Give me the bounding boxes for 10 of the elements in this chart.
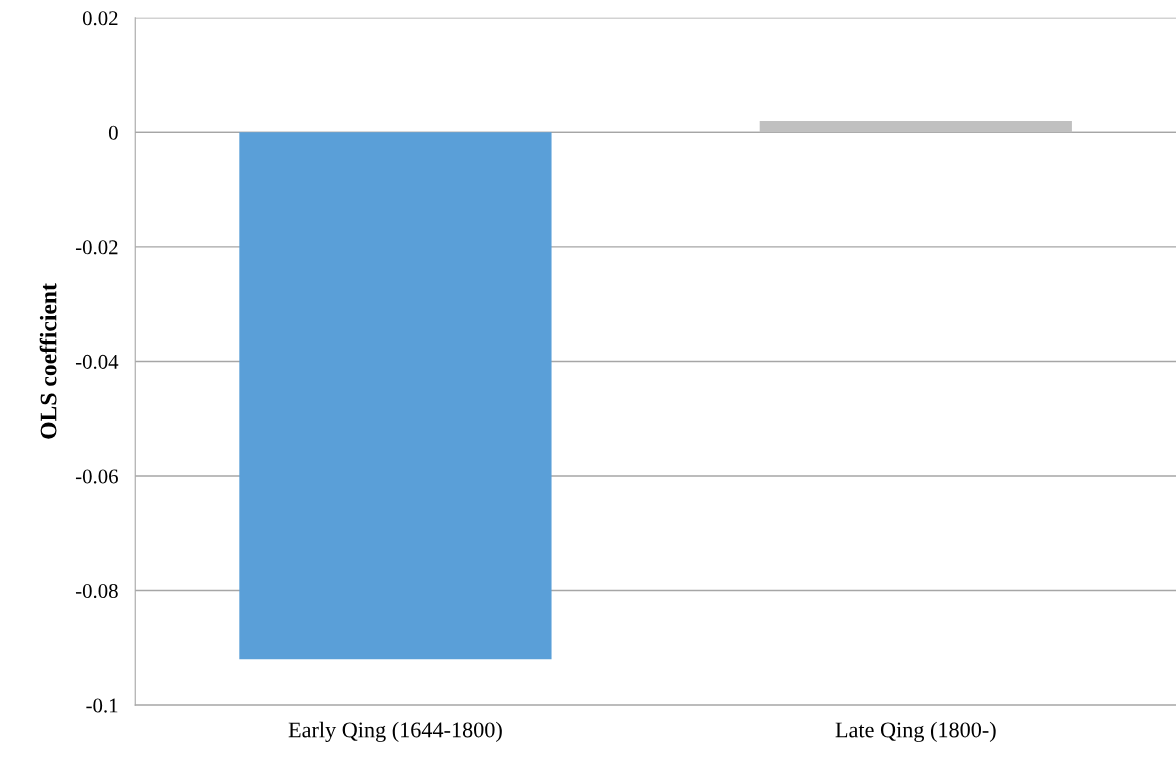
y-tick-label: -0.04 — [75, 354, 119, 369]
y-tick-label: -0.1 — [86, 698, 118, 713]
y-tick-label: 0.02 — [82, 11, 118, 26]
y-axis-title: OLS coefficient — [39, 283, 57, 439]
y-tick-label: 0 — [108, 125, 118, 140]
x-tick-label: Early Qing (1644-1800) — [288, 721, 502, 742]
y-tick-label: -0.06 — [75, 469, 118, 484]
y-tick-label: -0.08 — [75, 583, 118, 599]
y-tick-label: -0.02 — [75, 240, 118, 255]
x-tick-label: Late Qing (1800-) — [835, 721, 996, 742]
